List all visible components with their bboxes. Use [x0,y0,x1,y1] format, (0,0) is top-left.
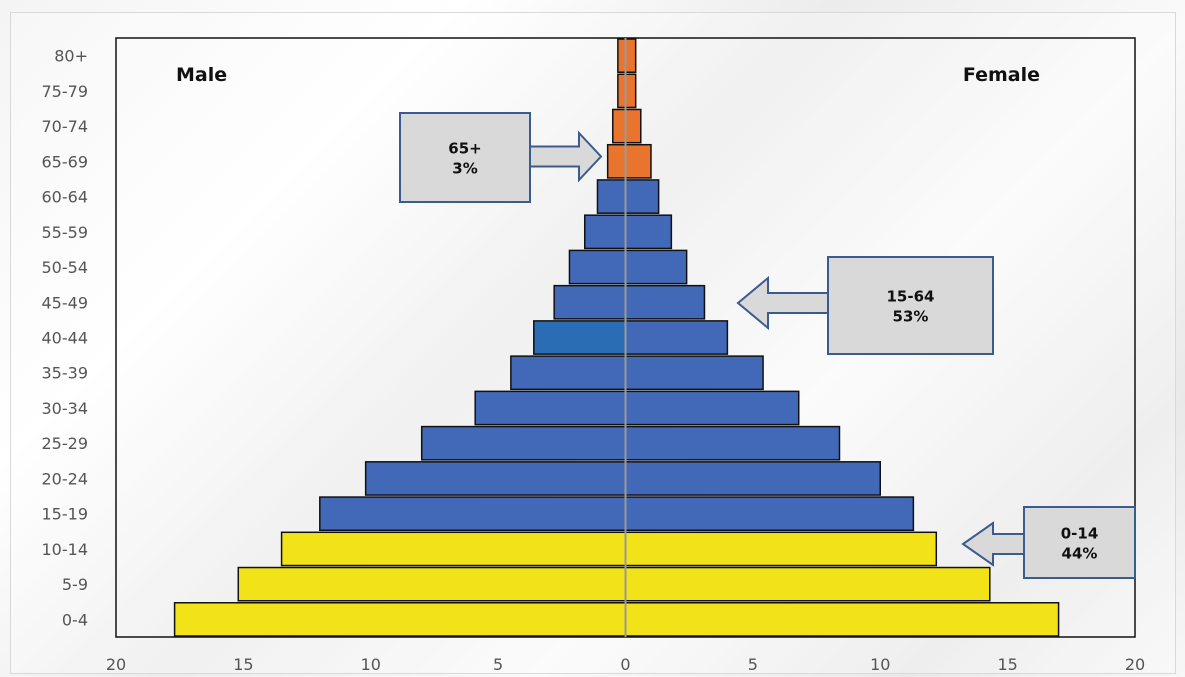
bar-female-20-24 [624,461,881,496]
bar-male-75-79 [617,73,627,109]
bar-male-80+ [617,38,627,73]
female-side-label: Female [963,64,1040,86]
bar-female-30-34 [624,390,800,426]
callout-title: 15-64 [887,288,935,306]
callout-box-0-14 [1023,506,1136,579]
callout-arrow-15-64 [736,275,829,331]
bar-female-70-74 [624,108,642,144]
bar-female-80+ [624,38,637,73]
y-tick-label: 35-39 [42,364,89,383]
bar-male-65-69 [606,143,627,179]
x-tick-label: 0 [620,655,630,674]
x-tick-label: 10 [361,655,381,674]
y-tick-label: 15-19 [42,505,89,524]
y-tick-label: 65-69 [42,152,89,171]
x-tick-label: 5 [748,655,758,674]
bar-female-50-54 [624,249,688,285]
bar-female-60-64 [624,179,660,214]
bar-male-15-19 [319,496,627,532]
bar-female-15-19 [624,496,915,532]
bar-male-20-24 [364,461,627,496]
bar-male-40-44 [533,320,627,355]
y-tick-label: 0-4 [62,610,88,629]
bar-female-75-79 [624,73,637,109]
bar-male-30-34 [474,390,627,426]
y-tick-label: 80+ [54,47,88,66]
y-tick-label: 60-64 [42,188,89,207]
bar-male-60-64 [596,179,627,214]
bar-male-25-29 [420,425,627,461]
bar-female-65-69 [624,143,652,179]
bar-female-25-29 [624,425,841,461]
y-tick-label: 30-34 [42,399,89,418]
callout-value: 44% [1062,545,1098,563]
bar-female-5-9 [624,566,991,602]
bar-female-10-14 [624,531,938,567]
bar-male-35-39 [510,355,627,391]
x-tick-label: 20 [106,655,126,674]
y-tick-label: 5-9 [62,575,88,594]
callout-title: 65+ [448,140,481,158]
x-tick-label: 15 [997,655,1017,674]
y-tick-label: 20-24 [42,469,89,488]
y-tick-label: 10-14 [42,540,89,559]
callout-box-65+ [399,112,531,203]
callout-arrow-0-14 [961,521,1025,567]
bar-male-45-49 [553,284,627,320]
bar-female-0-4 [624,602,1060,637]
bar-male-50-54 [568,249,627,285]
x-tick-label: 20 [1125,655,1145,674]
y-tick-label: 75-79 [42,82,89,101]
bar-female-55-59 [624,214,673,250]
bar-male-70-74 [612,108,627,144]
bar-female-40-44 [624,320,729,355]
y-tick-label: 40-44 [42,329,89,348]
bar-male-5-9 [237,566,627,602]
callout-arrow-65+ [529,130,603,183]
callout-value: 3% [452,160,477,178]
male-side-label: Male [176,64,227,86]
y-tick-label: 25-29 [42,434,89,453]
bar-female-45-49 [624,284,706,320]
y-tick-label: 70-74 [42,117,89,136]
bar-male-0-4 [173,602,627,637]
x-tick-label: 5 [493,655,503,674]
x-tick-label: 10 [870,655,890,674]
x-tick-label: 15 [233,655,253,674]
callout-box-15-64 [827,256,994,355]
y-tick-label: 50-54 [42,258,89,277]
y-tick-label: 45-49 [42,293,89,312]
bar-male-10-14 [280,531,627,567]
bar-male-55-59 [583,214,627,250]
bar-female-35-39 [624,355,764,391]
callout-value: 53% [893,308,929,326]
callout-title: 0-14 [1061,525,1099,543]
y-tick-label: 55-59 [42,223,89,242]
